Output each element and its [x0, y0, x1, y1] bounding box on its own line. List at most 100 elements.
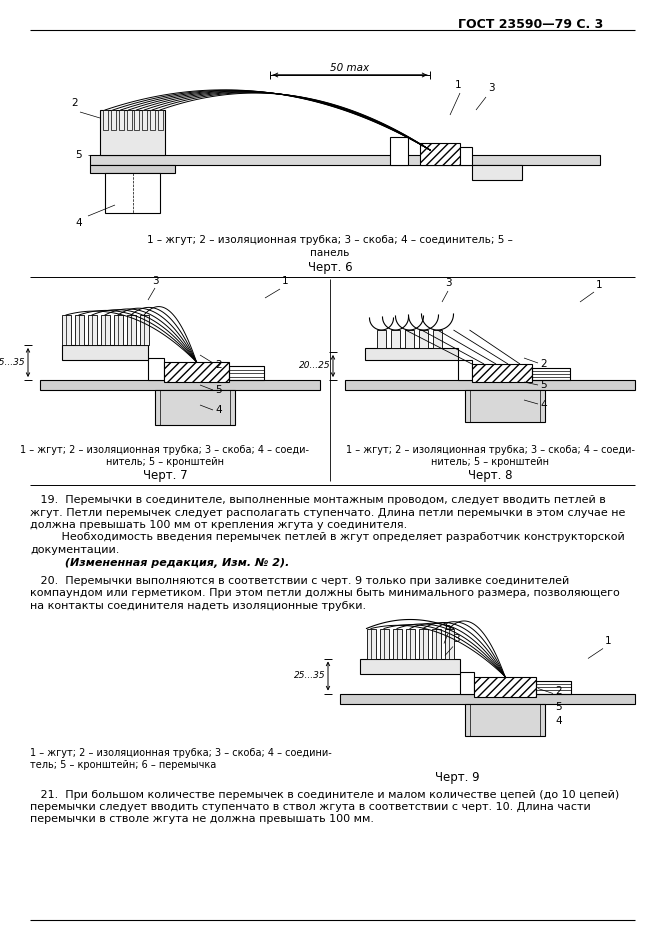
- Text: 6: 6: [445, 622, 451, 632]
- Text: 4: 4: [215, 405, 221, 415]
- Text: 25...35: 25...35: [294, 671, 326, 680]
- Bar: [119, 110, 124, 130]
- Bar: [126, 315, 136, 345]
- Text: 1 – жгут; 2 – изоляционная трубка; 3 – скоба; 4 – соеди-: 1 – жгут; 2 – изоляционная трубка; 3 – с…: [20, 445, 309, 455]
- Bar: [465, 390, 545, 422]
- Text: 3: 3: [151, 276, 159, 286]
- Bar: [90, 155, 600, 165]
- Bar: [100, 315, 110, 345]
- Text: тель; 5 – кронштейн; 6 – перемычка: тель; 5 – кронштейн; 6 – перемычка: [30, 759, 216, 769]
- Text: компаундом или герметиком. При этом петли должны быть минимального размера, позв: компаундом или герметиком. При этом петл…: [30, 589, 620, 598]
- Text: 21.  При большом количестве перемычек в соединителе и малом количестве цепей (до: 21. При большом количестве перемычек в с…: [30, 789, 619, 799]
- Bar: [155, 390, 235, 425]
- Text: 2: 2: [215, 360, 221, 370]
- Bar: [158, 110, 163, 130]
- Bar: [150, 110, 155, 130]
- Text: 1: 1: [605, 636, 611, 646]
- Bar: [474, 677, 536, 696]
- Bar: [366, 628, 375, 659]
- Bar: [360, 659, 460, 674]
- Bar: [405, 330, 414, 348]
- Bar: [61, 315, 71, 345]
- Text: Необходимость введения перемычек петлей в жгут определяет разработчик конструкто: Необходимость введения перемычек петлей …: [30, 533, 625, 543]
- Text: 3: 3: [453, 634, 459, 644]
- Text: 5: 5: [540, 380, 547, 390]
- Bar: [458, 360, 472, 380]
- Text: перемычки в стволе жгута не должна превышать 100 мм.: перемычки в стволе жгута не должна превы…: [30, 814, 374, 825]
- Text: 1: 1: [455, 80, 461, 90]
- Bar: [532, 368, 570, 380]
- Text: перемычки следует вводить ступенчато в ствол жгута в соответствии с черт. 10. Дл: перемычки следует вводить ступенчато в с…: [30, 802, 591, 812]
- Text: 1: 1: [282, 276, 289, 286]
- Bar: [134, 110, 139, 130]
- Bar: [365, 348, 458, 360]
- Text: ГОСТ 23590—79 С. 3: ГОСТ 23590—79 С. 3: [458, 18, 603, 31]
- Bar: [418, 628, 428, 659]
- Bar: [405, 628, 414, 659]
- Bar: [139, 315, 149, 345]
- Bar: [75, 315, 83, 345]
- Bar: [62, 345, 148, 360]
- Text: на контакты соединителя надеть изоляционные трубки.: на контакты соединителя надеть изоляцион…: [30, 601, 366, 611]
- Bar: [340, 694, 635, 704]
- Bar: [87, 315, 97, 345]
- Text: 20...25: 20...25: [299, 361, 331, 371]
- Bar: [105, 173, 160, 213]
- Text: должна превышать 100 мм от крепления жгута у соединителя.: должна превышать 100 мм от крепления жгу…: [30, 520, 407, 530]
- Bar: [90, 165, 175, 173]
- Bar: [126, 110, 132, 130]
- Text: 3: 3: [488, 83, 494, 93]
- Text: Черт. 8: Черт. 8: [468, 469, 512, 482]
- Bar: [419, 330, 428, 348]
- Text: 19.  Перемычки в соединителе, выполненные монтажным проводом, следует вводить пе: 19. Перемычки в соединителе, выполненные…: [30, 495, 605, 505]
- Bar: [391, 330, 400, 348]
- Text: 25...35: 25...35: [0, 358, 26, 367]
- Text: Черт. 7: Черт. 7: [143, 469, 187, 482]
- Text: 1 – жгут; 2 – изоляционная трубка; 3 – скоба; 4 – соедини-: 1 – жгут; 2 – изоляционная трубка; 3 – с…: [30, 748, 332, 757]
- Text: 2: 2: [71, 98, 78, 108]
- Bar: [472, 364, 532, 382]
- Bar: [472, 165, 522, 180]
- Bar: [103, 110, 108, 130]
- Bar: [444, 628, 453, 659]
- Text: Черт. 6: Черт. 6: [307, 261, 352, 274]
- Bar: [377, 330, 386, 348]
- Text: жгут. Петли перемычек следует располагать ступенчато. Длина петли перемычки в эт: жгут. Петли перемычек следует располагат…: [30, 507, 625, 518]
- Bar: [229, 366, 264, 380]
- Text: Черт. 9: Черт. 9: [435, 771, 480, 784]
- Bar: [536, 680, 571, 694]
- Bar: [432, 628, 440, 659]
- Text: 5: 5: [555, 703, 562, 712]
- Text: 2: 2: [555, 686, 562, 696]
- Bar: [460, 147, 472, 165]
- Text: панель: панель: [310, 248, 350, 258]
- Bar: [114, 315, 122, 345]
- Bar: [390, 137, 408, 165]
- Text: 4: 4: [75, 218, 82, 228]
- Bar: [433, 330, 442, 348]
- Text: 4: 4: [555, 716, 562, 726]
- Bar: [460, 671, 474, 694]
- Bar: [393, 628, 401, 659]
- Bar: [379, 628, 389, 659]
- Text: 20.  Перемычки выполняются в соответствии с черт. 9 только при заливке соедините: 20. Перемычки выполняются в соответствии…: [30, 576, 569, 586]
- Text: 3: 3: [445, 278, 451, 288]
- Text: 1 – жгут; 2 – изоляционная трубка; 3 – скоба; 4 – соеди-: 1 – жгут; 2 – изоляционная трубка; 3 – с…: [346, 445, 635, 455]
- Text: (Измененная редакция, Изм. № 2).: (Измененная редакция, Изм. № 2).: [30, 558, 290, 567]
- Bar: [345, 380, 635, 390]
- Bar: [420, 143, 460, 165]
- Text: 5: 5: [75, 150, 82, 160]
- Bar: [148, 358, 164, 380]
- Text: 4: 4: [540, 400, 547, 410]
- Text: 1: 1: [596, 280, 603, 290]
- Bar: [465, 704, 545, 736]
- Text: 2: 2: [540, 359, 547, 369]
- Text: нитель; 5 – кронштейн: нитель; 5 – кронштейн: [431, 457, 549, 467]
- Text: 5: 5: [215, 385, 221, 395]
- Text: 50 max: 50 max: [330, 63, 369, 73]
- Text: нитель; 5 – кронштейн: нитель; 5 – кронштейн: [106, 457, 224, 467]
- Bar: [100, 110, 165, 155]
- Bar: [40, 380, 320, 390]
- Bar: [142, 110, 147, 130]
- Bar: [164, 362, 229, 382]
